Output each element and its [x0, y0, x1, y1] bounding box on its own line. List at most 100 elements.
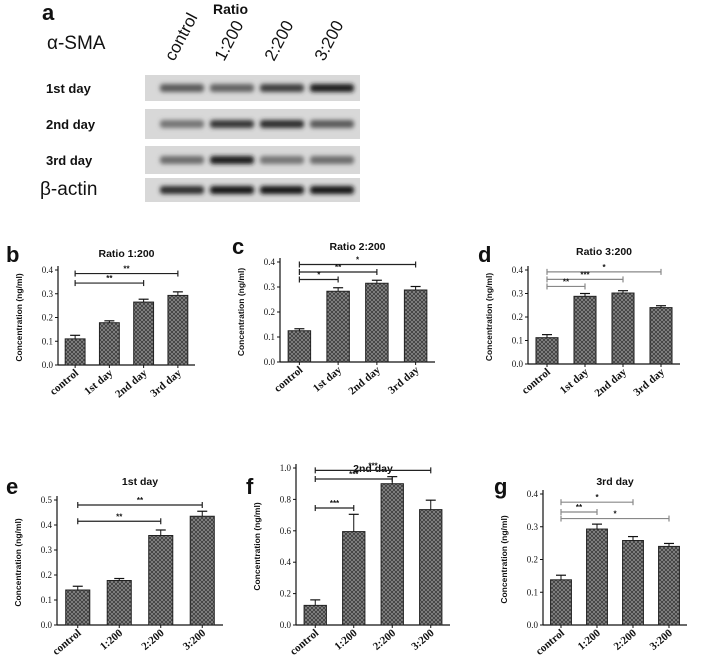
bar — [98, 322, 120, 366]
bar — [167, 294, 189, 366]
significance-label: ** — [137, 496, 144, 505]
bar — [658, 545, 680, 626]
category-label: 1st day — [82, 367, 116, 398]
blot-row: 2nd day — [46, 109, 360, 139]
category-label: control — [534, 627, 567, 658]
bar — [419, 509, 443, 626]
y-tick-label: 0.4 — [280, 557, 292, 567]
significance-label: ** — [335, 263, 342, 272]
category-label: 2:200 — [139, 627, 167, 653]
y-tick-label: 0.4 — [41, 520, 53, 530]
category-label: control — [272, 364, 305, 395]
category-label: 3rd day — [148, 367, 184, 400]
y-tick-label: 0.1 — [42, 336, 53, 346]
y-axis-label: Concentration (ng/ml) — [484, 273, 494, 361]
significance-label: * — [613, 510, 617, 519]
blot-row: 1st day — [46, 75, 360, 101]
y-axis-label: Concentration (ng/ml) — [252, 502, 262, 590]
blot-band — [210, 156, 254, 164]
chart-e: e 1st day Concentration (ng/ml) 0.0 0.1 0.2 0.… — [6, 474, 223, 658]
blot-band — [310, 186, 354, 194]
significance-label: * — [356, 256, 360, 265]
blot-row-label: 1st day — [46, 81, 92, 96]
y-tick-label: 0.3 — [512, 289, 524, 299]
blot-band — [210, 120, 254, 128]
significance-label: *** — [330, 499, 340, 508]
blot-band — [310, 156, 354, 164]
chart-title: Ratio 2:200 — [329, 241, 385, 253]
bar — [148, 535, 174, 626]
y-tick-label: 0.1 — [512, 336, 523, 346]
category-label: 2nd day — [592, 366, 629, 400]
y-tick-label: 0.4 — [42, 265, 54, 275]
y-tick-label: 0.0 — [264, 357, 276, 367]
category-label: 3rd day — [631, 366, 667, 399]
y-tick-label: 0.1 — [527, 587, 538, 597]
y-tick-label: 0.3 — [42, 289, 54, 299]
lane-label: 2:200 — [261, 17, 298, 63]
chart-b: b Ratio 1:200 Concentration (ng/ml) 0.0 0.1 0… — [6, 242, 195, 400]
bar — [326, 290, 350, 363]
bar — [133, 301, 155, 366]
significance-label: * — [317, 271, 321, 280]
y-axis-label: Concentration (ng/ml) — [13, 518, 23, 606]
blot-row: β-actin — [40, 178, 360, 202]
significance-label: ** — [123, 265, 130, 274]
category-label: 1:200 — [576, 627, 604, 653]
lane-label: 1:200 — [211, 17, 248, 63]
panel-letter: f — [246, 474, 254, 499]
panel-letter: c — [232, 234, 244, 259]
blot-band — [160, 120, 204, 128]
category-label: 3:200 — [648, 627, 676, 653]
y-axis-label: Concentration (ng/ml) — [14, 273, 24, 361]
category-label: 3rd day — [386, 364, 422, 397]
bar — [573, 295, 597, 365]
y-tick-label: 0.0 — [280, 620, 292, 630]
category-label: 3:200 — [181, 627, 209, 653]
bar — [342, 531, 366, 626]
y-tick-label: 0.5 — [41, 495, 53, 505]
y-tick-label: 0.6 — [280, 526, 292, 536]
chart-d: d Ratio 3:200 Concentration (ng/ml) 0.0 0.1 0… — [478, 242, 680, 399]
chart-title: Ratio 3:200 — [576, 246, 632, 258]
blot-band — [210, 186, 254, 194]
bar — [403, 289, 428, 363]
bar-charts: b Ratio 1:200 Concentration (ng/ml) 0.0 0.1 0… — [6, 234, 687, 658]
bar — [649, 307, 673, 365]
significance-label: * — [602, 263, 606, 272]
bar — [303, 604, 327, 626]
panel-letter: e — [6, 474, 18, 499]
blot-band — [160, 84, 204, 92]
chart-c: c Ratio 2:200 Concentration (ng/ml) 0.0 0.1 0… — [232, 234, 435, 397]
bar — [611, 292, 635, 365]
category-label: control — [520, 366, 553, 397]
category-label: 2nd day — [346, 364, 383, 398]
y-tick-label: 0.4 — [264, 257, 276, 267]
significance-label: *** — [368, 461, 378, 470]
blot-row: 3rd day — [46, 146, 360, 174]
panel-letter: g — [494, 474, 507, 499]
significance-label: ** — [106, 274, 113, 283]
bar — [65, 589, 91, 626]
chart-title: 1st day — [122, 476, 158, 488]
bar — [550, 579, 572, 626]
lane-labels: control 1:200 2:200 3:200 — [161, 10, 348, 64]
category-label: 2:200 — [612, 627, 640, 653]
blot-band — [260, 120, 304, 128]
y-tick-label: 0.0 — [41, 620, 53, 630]
significance-label: * — [595, 493, 599, 502]
bar — [380, 483, 404, 626]
ratio-label: Ratio — [213, 1, 248, 17]
y-tick-label: 0.2 — [280, 589, 291, 599]
category-label: 2nd day — [113, 367, 150, 401]
y-tick-label: 0.0 — [527, 620, 539, 630]
blot-band — [260, 186, 304, 194]
panel-letter: d — [478, 242, 491, 267]
y-axis-label: Concentration (ng/ml) — [499, 515, 509, 603]
bar — [64, 338, 86, 366]
blot-row-label: 2nd day — [46, 117, 96, 132]
category-label: 1:200 — [98, 627, 126, 653]
significance-label: ** — [576, 503, 583, 512]
y-axis-label: Concentration (ng/ml) — [236, 268, 246, 356]
